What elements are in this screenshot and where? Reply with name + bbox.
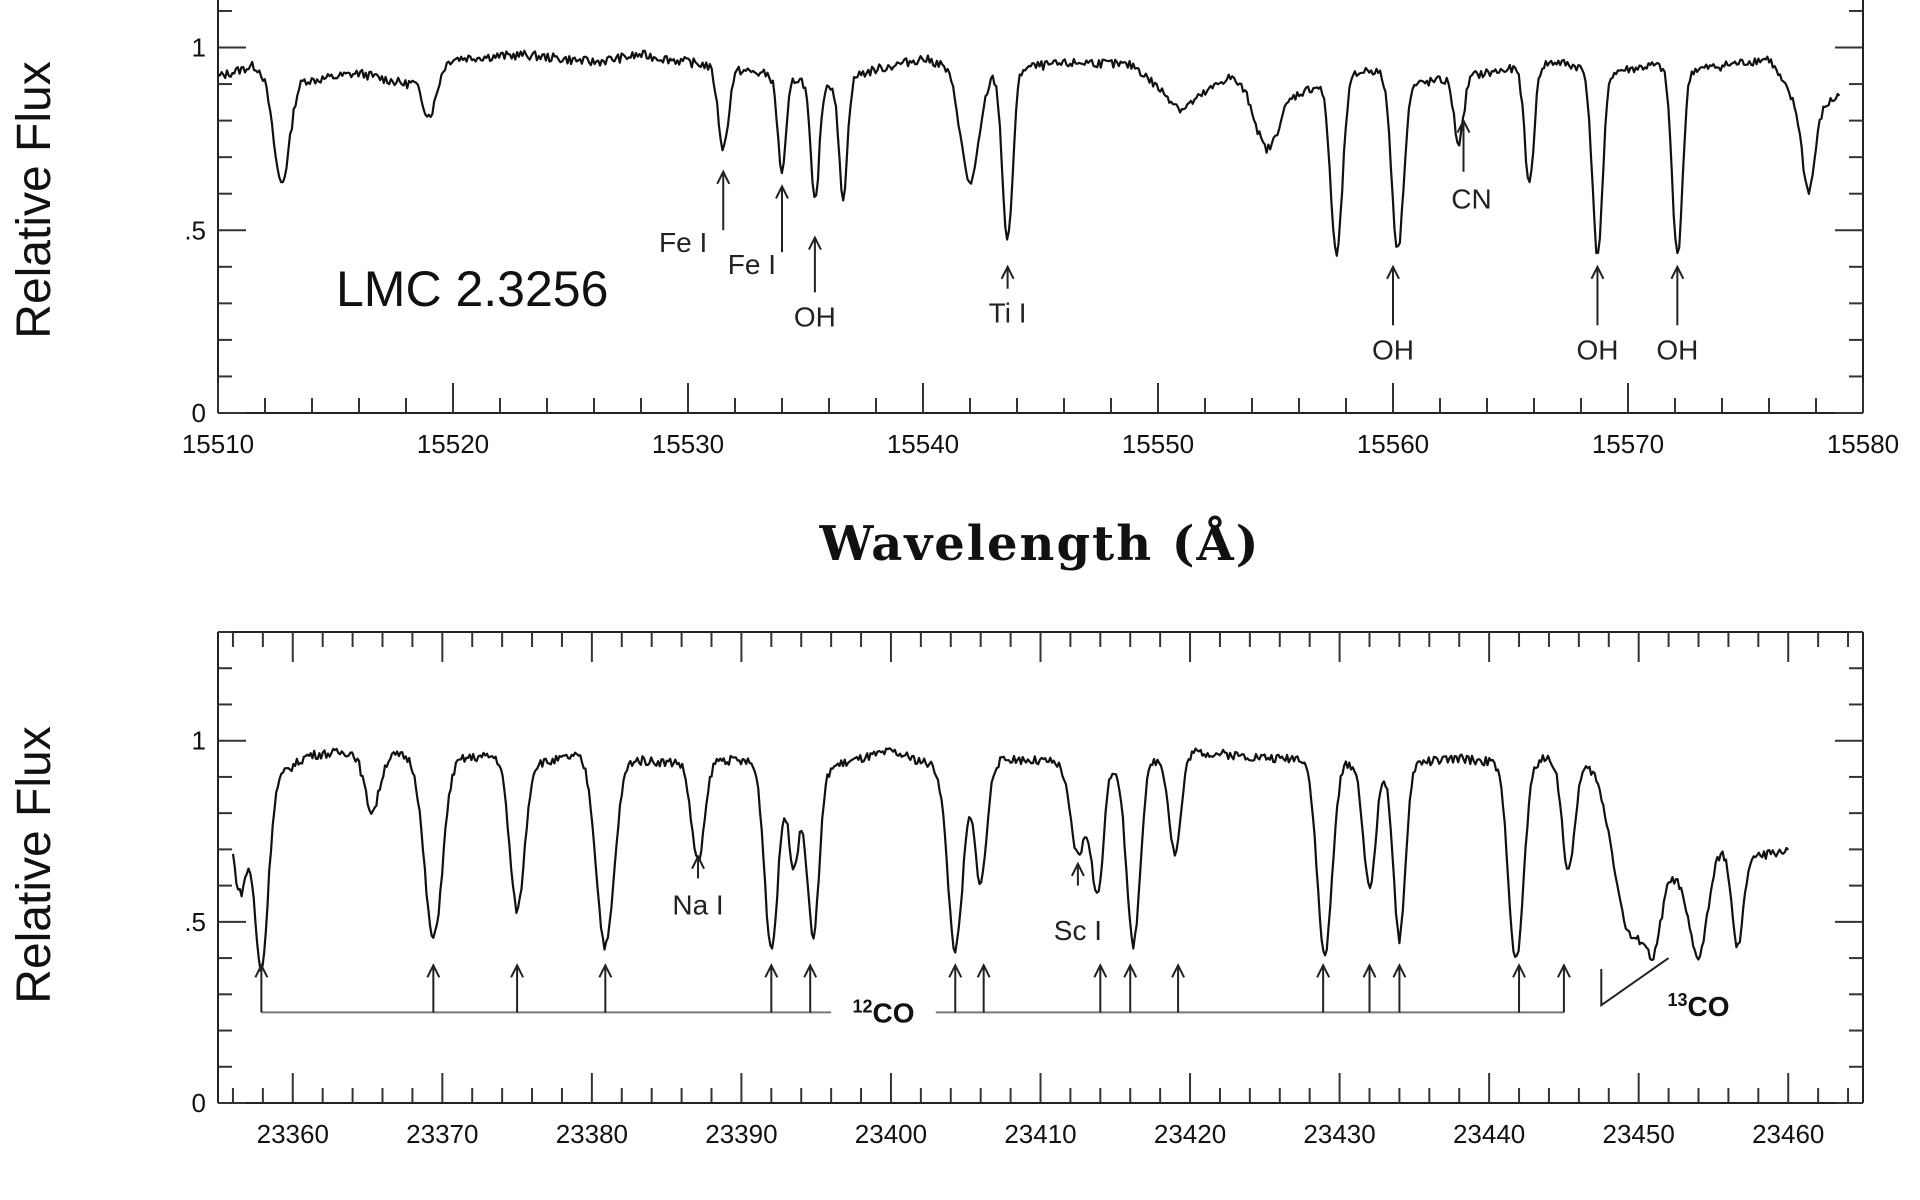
co12-label: 12CO — [852, 996, 914, 1028]
arrow-head — [716, 169, 731, 185]
top-panel-ylabel: Relative Flux — [8, 61, 61, 338]
line-id-label: CN — [1451, 183, 1491, 214]
co12-arrow-head — [803, 963, 818, 978]
x-tick-label: 23440 — [1453, 1119, 1525, 1149]
star-id-label: LMC 2.3256 — [336, 261, 608, 317]
line-id-label: OH — [1372, 334, 1414, 365]
x-tick-label: 23400 — [855, 1119, 927, 1149]
x-tick-label: 23380 — [556, 1119, 628, 1149]
co13-marker — [1600, 957, 1670, 1008]
co12-arrow-head — [1557, 963, 1571, 978]
co12-arrow-head — [1123, 963, 1138, 978]
co12-arrow-head — [1316, 963, 1331, 978]
line-id-label: Fe I — [659, 227, 707, 258]
x-tick-label: 15510 — [182, 429, 254, 459]
x-tick-label: 15560 — [1357, 429, 1429, 459]
co12-arrow-head — [254, 963, 269, 978]
x-tick-label: 23450 — [1603, 1119, 1675, 1149]
y-tick-label: 0 — [192, 1088, 206, 1118]
co12-arrow-head — [510, 963, 524, 978]
arrow-head — [1670, 264, 1685, 280]
bottom-spectrum-panel: Relative Flux 23360 23370 23380 23390 23400 2… — [8, 631, 1864, 1149]
top-spectrum-panel: Relative Flux LMC 2.3256 15510 15520 15530… — [8, 0, 1899, 459]
y-tick-label: 1 — [192, 726, 206, 756]
line-id-label: OH — [1576, 334, 1618, 365]
x-tick-label: 15550 — [1122, 429, 1194, 459]
x-tick-label: 23370 — [406, 1119, 478, 1149]
bottom-panel-ylabel: Relative Flux — [8, 726, 61, 1003]
x-tick-label: 23430 — [1303, 1119, 1375, 1149]
y-tick-label: 0 — [192, 398, 206, 428]
co12-arrow-head — [426, 963, 441, 978]
co12-arrow-head — [976, 963, 991, 978]
x-tick-label: 15580 — [1827, 429, 1899, 459]
co12-arrow-head — [1512, 963, 1526, 978]
x-tick-label: 23390 — [705, 1119, 777, 1149]
x-tick-label: 23460 — [1752, 1119, 1824, 1149]
co12-arrow-head — [948, 963, 963, 978]
x-axis-label: Wavelength (Å) — [819, 515, 1261, 572]
arrow-head — [1070, 861, 1085, 877]
line-id-label: Fe I — [728, 249, 776, 280]
line-id-label: Sc I — [1054, 915, 1102, 946]
co12-arrow-head — [1093, 963, 1108, 978]
line-id-label: Na I — [672, 890, 723, 921]
y-tick-label: 1 — [192, 33, 206, 63]
arrow-head — [1000, 264, 1015, 280]
line-id-label: OH — [794, 301, 836, 332]
arrow-head — [1456, 118, 1471, 134]
line-id-label: OH — [1656, 334, 1698, 365]
co12-arrow-head — [1362, 963, 1377, 978]
spectrum-line — [231, 747, 1790, 972]
x-tick-label: 15540 — [887, 429, 959, 459]
y-tick-label: .5 — [184, 907, 206, 937]
arrow-head — [1386, 264, 1400, 280]
x-tick-label: 15520 — [417, 429, 489, 459]
arrow-head — [808, 235, 822, 251]
x-tick-label: 23360 — [257, 1119, 329, 1149]
spectrum-line — [217, 49, 1841, 257]
x-tick-label: 23410 — [1004, 1119, 1076, 1149]
arrow-head — [691, 854, 705, 870]
x-tick-label: 23420 — [1154, 1119, 1226, 1149]
co12-arrow-head — [1392, 963, 1407, 978]
co12-arrow-head — [598, 963, 613, 978]
x-tick-label: 15530 — [652, 429, 724, 459]
arrow-head — [775, 184, 789, 199]
co12-arrow-head — [1171, 963, 1185, 978]
co13-label: 13CO — [1667, 990, 1729, 1022]
x-tick-label: 15570 — [1592, 429, 1664, 459]
arrow-head — [1590, 264, 1605, 280]
line-id-label: Ti I — [989, 298, 1027, 329]
co12-arrow-head — [764, 963, 779, 978]
y-tick-label: .5 — [184, 215, 206, 245]
